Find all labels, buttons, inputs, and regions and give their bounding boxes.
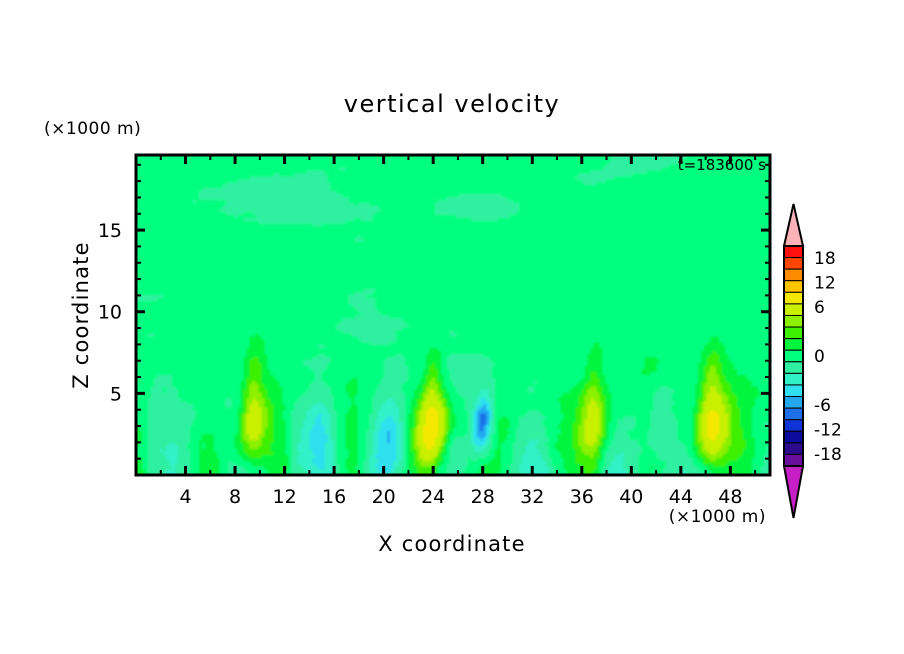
colorbar-tick-label: -12	[814, 420, 842, 440]
colorbar-tick-label: 6	[814, 298, 825, 318]
x-axis-title: X coordinate	[378, 532, 525, 556]
colorbar-band	[783, 326, 804, 340]
colorbar-band	[783, 453, 804, 467]
colorbar-band	[783, 361, 804, 374]
x-tick-label: 16	[322, 486, 346, 508]
y-tick-label: 15	[98, 220, 122, 242]
colorbar-band	[783, 291, 804, 305]
x-tick-label: 28	[471, 486, 495, 508]
colorbar-band	[783, 303, 804, 316]
x-tick-label: 48	[718, 486, 742, 508]
y-axis-title: Z coordinate	[69, 241, 93, 388]
x-tick-label: 4	[179, 486, 191, 508]
y-axis-unit-label: (×1000 m)	[44, 119, 141, 139]
x-axis-ticks: 4 8 12 16 20 24 28 32 36 40 44 48	[159, 155, 757, 508]
x-tick-label: 44	[669, 486, 693, 508]
x-tick-label: 12	[273, 486, 297, 508]
colorbar-tick-label: 12	[814, 274, 836, 294]
y-axis-ticks: 5 10 15	[98, 163, 770, 460]
colorbar-tick-label: 18	[814, 249, 836, 269]
y-tick-label: 10	[98, 302, 122, 324]
x-axis-unit-label: (×1000 m)	[669, 507, 766, 527]
time-annotation: t=183600 s	[678, 156, 766, 174]
colorbar-band	[783, 349, 804, 363]
colorbar-band	[783, 257, 804, 270]
colorbar: 18 12 6 0 -6 -12 -18	[782, 203, 842, 519]
x-tick-label: 36	[570, 486, 594, 508]
colorbar-band	[783, 338, 804, 351]
y-tick-label: 5	[110, 383, 122, 405]
colorbar-band	[783, 384, 804, 398]
colorbar-band	[783, 396, 804, 409]
contour-field	[136, 155, 770, 475]
colorbar-tick-label: 0	[814, 347, 825, 367]
colorbar-tick-label: -6	[814, 396, 831, 416]
colorbar-band	[783, 372, 804, 386]
x-tick-label: 24	[421, 486, 445, 508]
colorbar-band	[783, 442, 804, 455]
colorbar-band	[783, 430, 804, 444]
x-tick-label: 8	[229, 486, 241, 508]
colorbar-tick-label: -18	[814, 445, 842, 465]
colorbar-band	[783, 268, 804, 282]
colorbar-band	[783, 407, 804, 421]
colorbar-band	[783, 280, 804, 293]
colorbar-band	[783, 314, 804, 328]
x-tick-label: 32	[520, 486, 544, 508]
x-tick-label: 40	[619, 486, 643, 508]
colorbar-outline	[783, 245, 804, 467]
x-tick-label: 20	[372, 486, 396, 508]
colorbar-band	[783, 419, 804, 432]
page-title: vertical velocity	[344, 90, 560, 118]
colorbar-band	[783, 245, 804, 259]
plot-frame	[134, 153, 772, 477]
